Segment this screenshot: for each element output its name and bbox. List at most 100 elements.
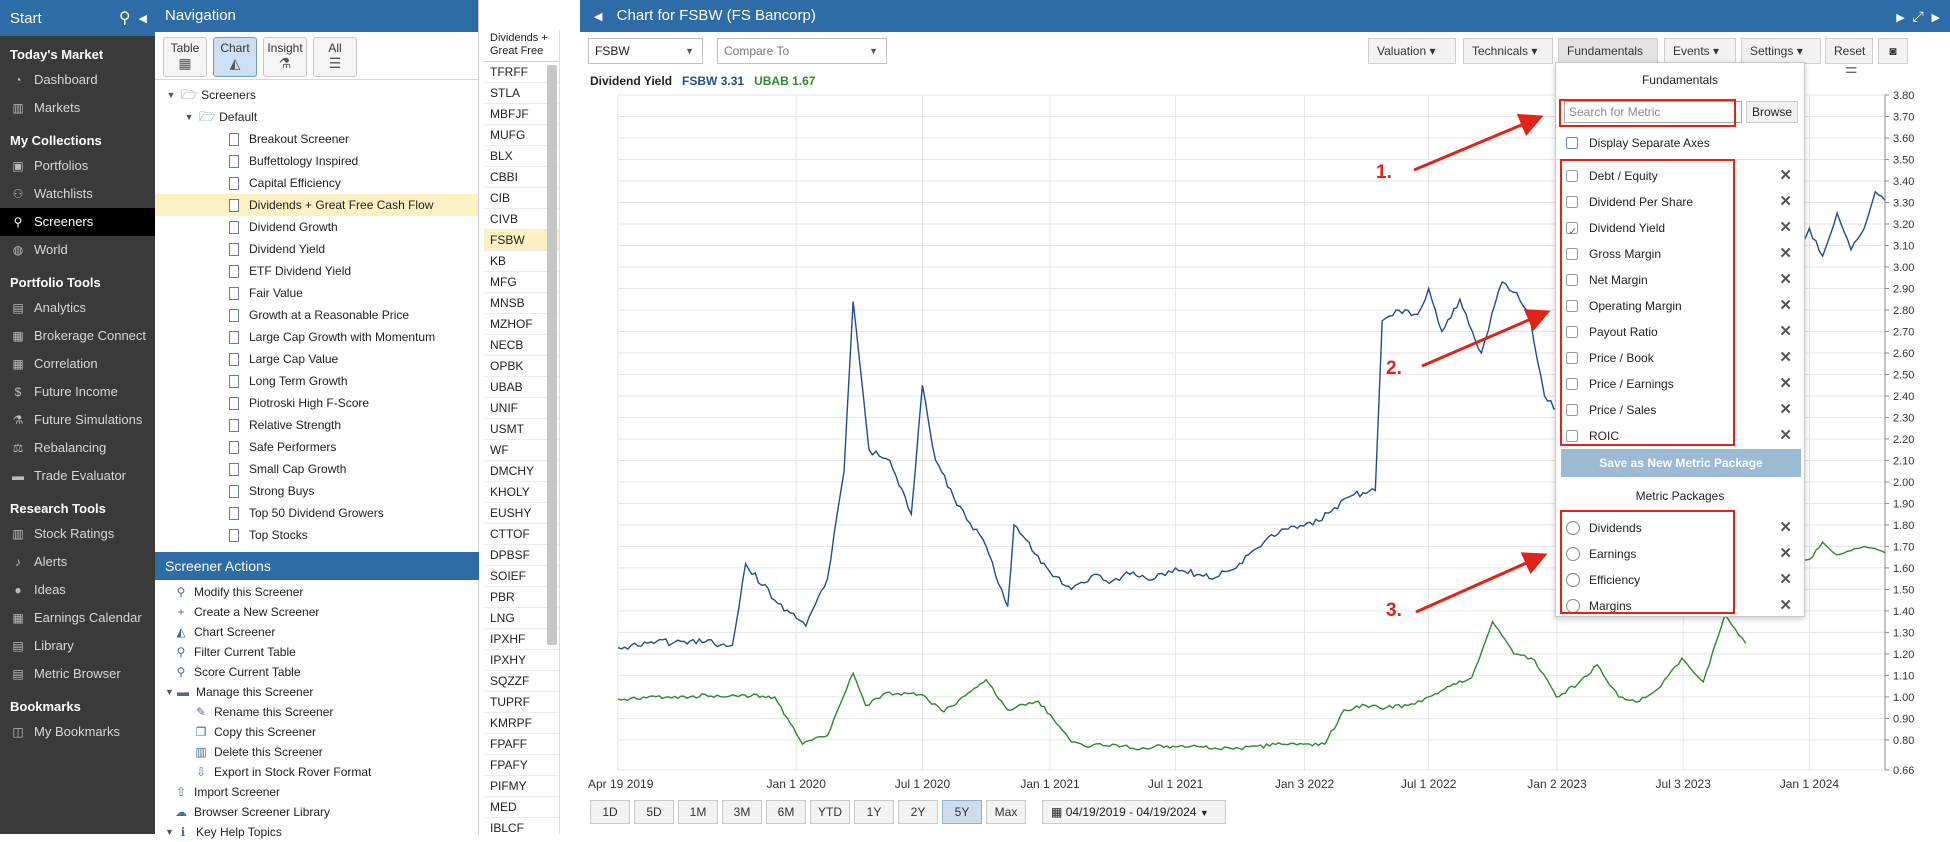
remove-package-icon[interactable]: ✕ (1779, 545, 1792, 562)
metric-checkbox[interactable] (1566, 404, 1578, 416)
sidebar-item-ideas[interactable]: ● Ideas (0, 576, 155, 604)
metric-checkbox[interactable] (1566, 430, 1578, 442)
tree-item[interactable]: Strong Buys (155, 480, 478, 502)
tree-root-screeners[interactable]: ▼ 🗁 Screeners (155, 84, 478, 106)
tree-item[interactable]: Growth at a Reasonable Price (155, 304, 478, 326)
ticker-item[interactable]: PIFMY (484, 776, 559, 797)
metric-row-price-earnings[interactable]: Price / Earnings ✕ (1566, 371, 1796, 397)
metric-row-dividend-yield[interactable]: Dividend Yield ✕ (1566, 215, 1796, 245)
display-separate-axes[interactable]: Display Separate Axes (1566, 130, 1796, 156)
sidebar-item-metric-browser[interactable]: ▤ Metric Browser (0, 660, 155, 688)
action-import-screener[interactable]: ⇧ Import Screener (155, 782, 479, 802)
remove-metric-icon[interactable]: ✕ (1779, 427, 1792, 444)
metric-row-price-book[interactable]: Price / Book ✕ (1566, 345, 1796, 371)
settings-button[interactable]: Settings ▾ (1741, 38, 1821, 64)
remove-metric-icon[interactable]: ✕ (1779, 323, 1792, 340)
ticker-scrollbar[interactable] (547, 65, 557, 645)
remove-metric-icon[interactable]: ✕ (1779, 219, 1792, 236)
ticker-item[interactable]: OPBK (484, 356, 559, 377)
remove-package-icon[interactable]: ✕ (1779, 571, 1792, 588)
range-button-1d[interactable]: 1D (590, 800, 630, 824)
sidebar-section-heading[interactable]: Portfolio Tools (10, 275, 101, 290)
ticker-item[interactable]: CIB (484, 188, 559, 209)
date-range-picker[interactable]: ▦ 04/19/2019 - 04/19/2024 ▼ (1042, 800, 1226, 824)
view-button-chart[interactable]: Chart ◭ (213, 37, 257, 77)
action-delete-this-screener[interactable]: ▥ Delete this Screener (155, 742, 479, 762)
metric-checkbox[interactable] (1566, 274, 1578, 286)
symbol-select[interactable]: FSBW ▼ (588, 38, 703, 64)
view-button-insight[interactable]: Insight ⚗ (263, 37, 307, 77)
metric-checkbox[interactable] (1566, 196, 1578, 208)
tree-folder-default[interactable]: ▼ 🗁 Default (155, 106, 478, 128)
ticker-item[interactable]: STLA (484, 83, 559, 104)
remove-metric-icon[interactable]: ✕ (1779, 245, 1792, 262)
ticker-item[interactable]: EUSHY (484, 503, 559, 524)
ticker-item[interactable]: LNG (484, 608, 559, 629)
metric-checkbox[interactable] (1566, 300, 1578, 312)
ticker-item[interactable]: KB (484, 251, 559, 272)
ticker-item[interactable]: IPXHY (484, 650, 559, 671)
sidebar-item-correlation[interactable]: ▦ Correlation (0, 350, 155, 378)
ticker-item[interactable]: DMCHY (484, 461, 559, 482)
tree-item[interactable]: Large Cap Growth with Momentum (155, 326, 478, 348)
sidebar-section-heading[interactable]: Today's Market (10, 47, 104, 62)
maximize-icon[interactable]: ⤢ (1912, 8, 1924, 24)
technicals-button[interactable]: Technicals ▾ (1463, 38, 1553, 64)
sidebar-item-analytics[interactable]: ▤ Analytics (0, 294, 155, 322)
save-metric-package-button[interactable]: Save as New Metric Package (1561, 449, 1801, 477)
remove-metric-icon[interactable]: ✕ (1779, 375, 1792, 392)
tree-item[interactable]: Buffettology Inspired (155, 150, 478, 172)
ticker-item[interactable]: DPBSF (484, 545, 559, 566)
ticker-item[interactable]: MUFG (484, 125, 559, 146)
sidebar-section-heading[interactable]: Research Tools (10, 501, 106, 516)
action-manage-this-screener[interactable]: ▼ ▬ Manage this Screener (155, 682, 479, 702)
action-rename-this-screener[interactable]: ✎ Rename this Screener (155, 702, 479, 722)
tree-item[interactable]: Dividends + Great Free Cash Flow (155, 194, 478, 216)
separate-axes-checkbox[interactable] (1566, 137, 1578, 149)
range-button-ytd[interactable]: YTD (810, 800, 850, 824)
ticker-item[interactable]: UBAB (484, 377, 559, 398)
package-row-efficiency[interactable]: Efficiency ✕ (1566, 567, 1796, 593)
package-row-margins[interactable]: Margins ✕ (1566, 593, 1796, 619)
tree-item[interactable]: Dividend Growth (155, 216, 478, 238)
valuation-button[interactable]: Valuation ▾ (1368, 38, 1456, 64)
search-icon[interactable]: ⚲ (118, 10, 131, 27)
sidebar-item-trade-evaluator[interactable]: ▬ Trade Evaluator (0, 462, 155, 490)
range-button-5d[interactable]: 5D (634, 800, 674, 824)
metric-row-price-sales[interactable]: Price / Sales ✕ (1566, 397, 1796, 423)
ticker-item[interactable]: PBR (484, 587, 559, 608)
sidebar-item-markets[interactable]: ▥ Markets (0, 94, 155, 122)
package-radio[interactable] (1566, 573, 1580, 587)
ticker-item[interactable]: CIVB (484, 209, 559, 230)
ticker-item[interactable]: MNSB (484, 293, 559, 314)
range-button-2y[interactable]: 2Y (898, 800, 938, 824)
view-button-all[interactable]: All ☰ (313, 37, 357, 77)
sidebar-item-future-income[interactable]: $ Future Income (0, 378, 155, 406)
package-radio[interactable] (1566, 521, 1580, 535)
sidebar-item-dashboard[interactable]: ◔ Dashboard (0, 66, 155, 94)
collapse-left-icon[interactable]: ◀ (138, 12, 147, 25)
metric-checkbox[interactable] (1566, 326, 1578, 338)
tree-item[interactable]: Dividend Yield (155, 238, 478, 260)
tree-item[interactable]: Top Stocks (155, 524, 478, 542)
ticker-item[interactable]: MED (484, 797, 559, 818)
sidebar-item-future-simulations[interactable]: ⚗ Future Simulations (0, 406, 155, 434)
metric-row-net-margin[interactable]: Net Margin ✕ (1566, 267, 1796, 293)
ticker-item[interactable]: USMT (484, 419, 559, 440)
events-button[interactable]: Events ▾ (1664, 38, 1736, 64)
sidebar-item-rebalancing[interactable]: ⚖ Rebalancing (0, 434, 155, 462)
ticker-item[interactable]: BLX (484, 146, 559, 167)
ticker-item[interactable]: TUPRF (484, 692, 559, 713)
remove-metric-icon[interactable]: ✕ (1779, 297, 1792, 314)
sidebar-section-heading[interactable]: Bookmarks (10, 699, 81, 714)
metric-checkbox[interactable] (1566, 170, 1578, 182)
reset-button[interactable]: Reset (1825, 38, 1873, 64)
tree-item[interactable]: Capital Efficiency (155, 172, 478, 194)
action-filter-current-table[interactable]: ⚲ Filter Current Table (155, 642, 479, 662)
ticker-item[interactable]: NECB (484, 335, 559, 356)
tree-item[interactable]: Breakout Screener (155, 128, 478, 150)
ticker-item[interactable]: TFRFF (484, 62, 559, 83)
range-button-1y[interactable]: 1Y (854, 800, 894, 824)
action-copy-this-screener[interactable]: ❐ Copy this Screener (155, 722, 479, 742)
ticker-item[interactable]: UNIF (484, 398, 559, 419)
